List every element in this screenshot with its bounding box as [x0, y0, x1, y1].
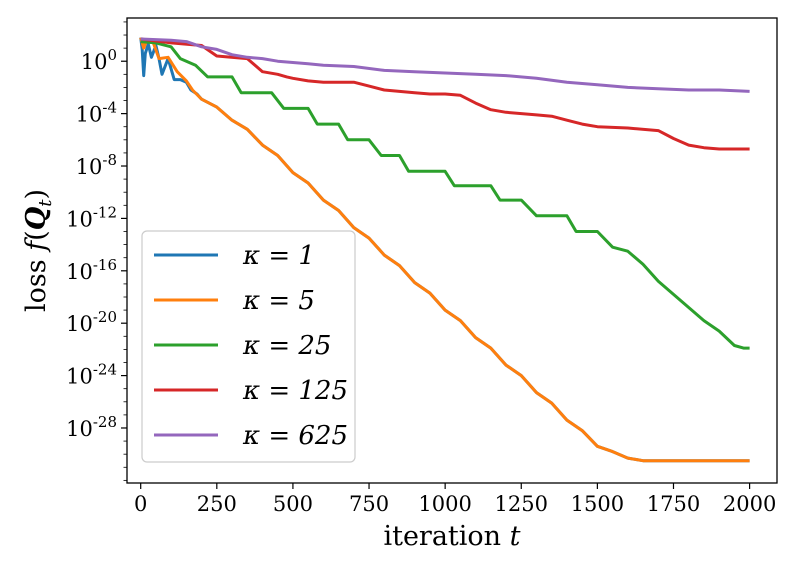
- legend-label-2: κ = 5: [242, 286, 315, 316]
- legend-label-5: κ = 625: [242, 421, 348, 451]
- x-tick-label: 750: [349, 492, 389, 516]
- y-tick-label: 10-20: [66, 308, 117, 336]
- y-tick-label: 10-4: [76, 99, 117, 127]
- series-line-5: [140, 37, 750, 93]
- y-tick-label: 10-16: [66, 256, 117, 284]
- x-tick-label: 250: [197, 492, 237, 516]
- legend-label-3: κ = 25: [242, 331, 331, 361]
- legend: κ = 1 κ = 5 κ = 25 κ = 125 κ = 625: [141, 230, 356, 463]
- x-axis: 0 250 500 750 1000 1250 1500 1750 2000: [134, 483, 776, 516]
- x-tick-label: 0: [134, 492, 147, 516]
- x-tick-label: 1500: [571, 492, 624, 516]
- y-tick-label: 10-24: [66, 361, 117, 389]
- x-tick-label: 1250: [495, 492, 548, 516]
- series-layer: [139, 37, 750, 463]
- legend-label-4: κ = 125: [242, 376, 348, 406]
- axes-frame: [126, 17, 778, 484]
- y-tick-label: 100: [81, 46, 117, 74]
- y-axis: 100 10-4 10-8 10-12 10-16 10-20 10-24 10-28: [66, 21, 127, 481]
- x-tick-label: 1000: [418, 492, 471, 516]
- x-tick-label: 1750: [647, 492, 700, 516]
- x-axis-label: iteration t: [383, 521, 520, 552]
- x-tick-label: 2000: [723, 492, 776, 516]
- y-tick-label: 10-28: [66, 413, 117, 441]
- y-axis-label: loss f(Qt): [21, 189, 56, 312]
- series-line-3: [140, 40, 750, 350]
- legend-box: [141, 230, 356, 463]
- series-line-4: [140, 37, 750, 151]
- x-tick-label: 500: [273, 492, 313, 516]
- series-line-2: [139, 37, 750, 463]
- y-tick-label: 10-12: [66, 203, 117, 231]
- y-tick-label: 10-8: [76, 151, 117, 179]
- legend-label-1: κ = 1: [242, 241, 315, 271]
